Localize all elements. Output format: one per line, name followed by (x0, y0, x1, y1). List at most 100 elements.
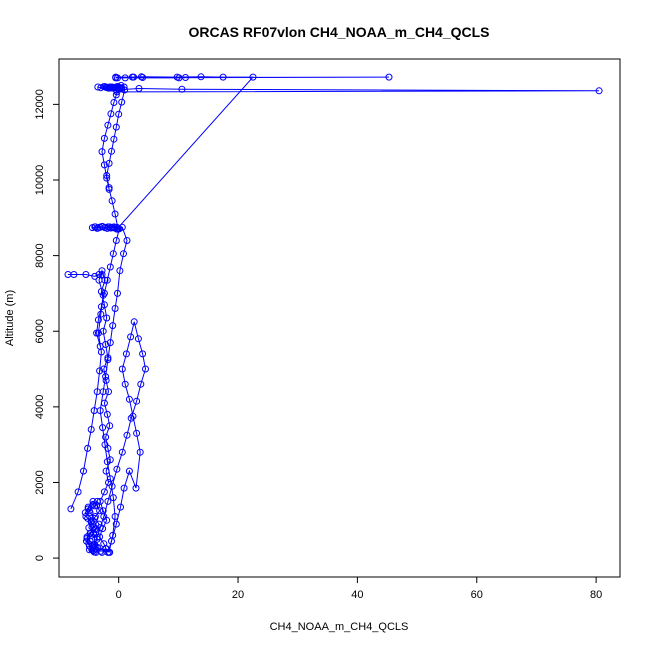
data-point (112, 123, 120, 131)
data-point (114, 74, 121, 82)
data-point (96, 407, 104, 415)
data-point (134, 335, 142, 343)
data-point (97, 303, 105, 311)
data-point (142, 365, 149, 373)
data-point (123, 237, 131, 244)
series-line-2 (92, 321, 147, 553)
data-point (100, 488, 108, 496)
data-point (137, 380, 145, 388)
data-point (93, 535, 101, 543)
data-point (102, 376, 110, 384)
data-point (109, 531, 117, 539)
data-point (115, 110, 123, 118)
data-point (87, 518, 95, 526)
data-point (96, 524, 104, 532)
data-point (219, 73, 227, 81)
data-point (91, 513, 99, 520)
data-point (249, 73, 257, 81)
data-point (130, 318, 138, 326)
data-point (100, 365, 108, 373)
data-point (121, 86, 129, 94)
data-point (175, 74, 183, 82)
data-point (106, 422, 114, 430)
data-point (103, 276, 111, 284)
data-point (105, 548, 113, 556)
data-point (136, 448, 144, 456)
x-tick-label-4: 80 (590, 589, 602, 601)
data-point (97, 310, 105, 318)
data-point (81, 509, 89, 517)
data-point (111, 210, 119, 218)
data-point (105, 388, 112, 396)
data-point (135, 85, 143, 92)
data-point (80, 467, 87, 475)
data-point (99, 291, 107, 299)
data-point (102, 373, 110, 381)
series-line-7 (115, 76, 255, 230)
x-tick-label-3: 60 (471, 589, 483, 601)
data-point (84, 503, 92, 511)
data-point (103, 458, 111, 466)
data-point (122, 350, 130, 358)
x-tick-label-1: 20 (232, 589, 244, 601)
series-line-9 (116, 87, 600, 93)
y-axis-label: Altitude (m) (4, 290, 16, 346)
chart-title: ORCAS RF07vlon CH4_NOAA_m_CH4_QCLS (188, 24, 489, 40)
data-point (70, 271, 78, 278)
y-tick-label-6: 12000 (34, 89, 46, 120)
data-point (96, 497, 104, 505)
data-point (96, 507, 104, 515)
data-point (99, 388, 107, 396)
data-point (121, 74, 129, 82)
data-point (117, 503, 124, 511)
y-axis: 0 2000 4000 6000 8000 10000 12000 (34, 89, 59, 561)
data-point (96, 342, 104, 350)
data-point (104, 356, 112, 364)
data-point (385, 73, 393, 81)
data-point (87, 426, 95, 433)
data-point (93, 533, 101, 541)
data-point (112, 91, 120, 99)
data-point (137, 73, 145, 81)
data-point (103, 314, 111, 322)
data-point (105, 479, 112, 486)
data-point (100, 399, 108, 407)
data-point (101, 441, 109, 449)
data-point (139, 350, 147, 358)
data-point (110, 135, 118, 143)
data-point (129, 412, 137, 420)
data-point (100, 134, 108, 142)
data-point (74, 488, 82, 496)
series-line-8 (115, 76, 390, 79)
y-tick-label-5: 10000 (34, 165, 46, 196)
data-point (100, 161, 108, 169)
data-point (93, 501, 101, 509)
data-point (118, 448, 126, 456)
data-point (112, 520, 120, 528)
data-point (133, 397, 141, 405)
data-point (113, 88, 121, 96)
data-point (120, 484, 128, 492)
data-point (127, 333, 135, 341)
x-tick-label-2: 40 (351, 589, 363, 601)
data-point (105, 184, 113, 192)
data-point (128, 73, 136, 81)
data-point (96, 533, 104, 541)
data-point (114, 289, 121, 297)
plot-frame (58, 58, 621, 578)
data-point (98, 148, 106, 156)
data-point (102, 433, 110, 441)
data-point (92, 526, 100, 534)
data-point (82, 271, 90, 278)
data-point (109, 494, 117, 502)
x-axis: 0 20 40 60 80 (116, 577, 602, 601)
data-point (108, 197, 116, 205)
data-point (92, 548, 100, 556)
data-point (97, 84, 105, 92)
y-tick-label-2: 4000 (34, 395, 46, 419)
data-point (107, 110, 115, 118)
data-point (111, 513, 119, 520)
data-point (67, 505, 75, 513)
data-point (91, 272, 99, 280)
data-point (89, 497, 97, 505)
